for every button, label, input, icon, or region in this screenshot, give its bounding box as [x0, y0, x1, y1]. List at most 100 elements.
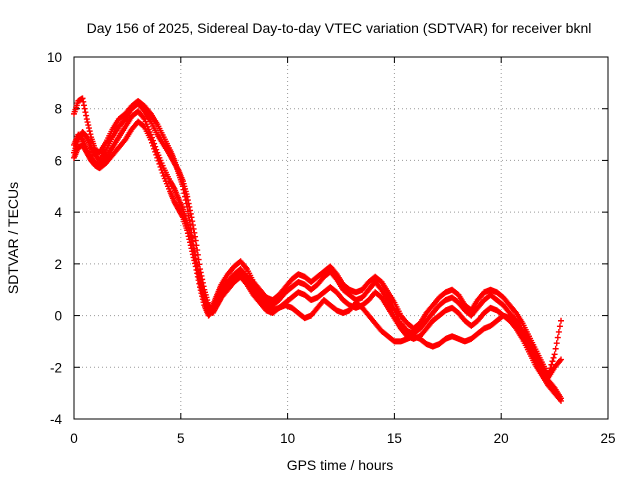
data-point — [558, 317, 565, 324]
data-point — [192, 260, 199, 267]
data-point — [85, 122, 92, 129]
data-point — [189, 218, 196, 225]
data-point — [197, 287, 204, 294]
data-point — [193, 266, 200, 273]
data-point — [184, 230, 191, 237]
data-point — [189, 248, 196, 255]
data-point — [187, 242, 194, 249]
data-point — [153, 151, 160, 158]
data-point — [83, 116, 90, 123]
data-point — [185, 233, 192, 240]
data-point — [140, 122, 147, 129]
data-point — [155, 157, 162, 164]
data-point — [158, 166, 165, 173]
x-tick-label: 0 — [70, 431, 78, 446]
data-point — [186, 216, 193, 223]
data-point — [199, 296, 206, 303]
y-tick-label: 0 — [54, 309, 62, 324]
data-point — [192, 263, 199, 270]
data-point — [156, 160, 163, 167]
data-point — [179, 213, 186, 220]
data-point — [81, 105, 88, 112]
y-axis-ticks: 10 8 6 4 2 0 -2 -4 — [47, 50, 608, 427]
data-point — [512, 308, 519, 315]
y-tick-label: 4 — [54, 205, 62, 220]
data-point — [242, 277, 249, 284]
data-point — [121, 117, 128, 124]
y-tick-label: 10 — [47, 50, 62, 65]
x-axis-label: GPS time / hours — [287, 457, 394, 473]
data-point — [188, 245, 195, 252]
data-point — [80, 98, 87, 105]
x-tick-label: 20 — [494, 431, 509, 446]
data-point — [154, 154, 161, 161]
grid-lines — [74, 57, 608, 419]
x-tick-label: 10 — [280, 431, 295, 446]
series-track-a — [71, 100, 565, 402]
data-point — [200, 299, 207, 306]
data-point — [180, 186, 187, 193]
y-axis-label: SDTVAR / TECUs — [5, 182, 21, 294]
series-track-d — [71, 118, 565, 381]
data-point — [82, 109, 89, 116]
data-point — [182, 193, 189, 200]
data-point — [550, 354, 557, 361]
data-point — [152, 148, 159, 155]
data-point — [196, 280, 203, 287]
data-point — [556, 323, 563, 330]
data-point — [151, 145, 158, 152]
data-point — [187, 239, 194, 246]
data-point — [157, 163, 164, 170]
series-track-b — [71, 108, 565, 404]
data-point — [179, 183, 186, 190]
data-point — [184, 208, 191, 215]
data-point — [85, 125, 92, 132]
data-point — [84, 119, 91, 126]
data-point — [555, 328, 562, 335]
data-point — [184, 203, 191, 210]
data-point — [150, 142, 157, 149]
series-track-c — [71, 95, 565, 379]
data-point — [83, 112, 90, 119]
data-point — [86, 128, 93, 135]
y-tick-label: 2 — [54, 257, 62, 272]
data-point — [558, 397, 565, 404]
data-point — [79, 95, 86, 102]
data-point — [159, 169, 166, 176]
data-point — [552, 345, 559, 352]
plot-frame — [73, 56, 609, 420]
x-tick-label: 25 — [600, 431, 615, 446]
y-tick-label: -4 — [50, 412, 62, 427]
data-point — [121, 138, 128, 145]
data-point — [191, 257, 198, 264]
data-point — [377, 285, 384, 292]
y-tick-label: 6 — [54, 153, 62, 168]
data-point — [551, 351, 558, 358]
data-point — [194, 270, 201, 277]
data-point — [192, 237, 199, 244]
x-axis-ticks: 0 5 10 15 20 25 — [70, 57, 616, 446]
data-point — [553, 340, 560, 347]
data-point — [548, 361, 555, 368]
data-point — [186, 236, 193, 243]
data-point — [242, 264, 249, 271]
data-point — [181, 190, 188, 197]
data-point — [146, 109, 153, 116]
data-point — [182, 197, 189, 204]
data-point — [512, 321, 519, 328]
data-point — [556, 396, 563, 403]
data-point — [198, 290, 205, 297]
data-point — [332, 269, 339, 276]
data-point — [195, 277, 202, 284]
chart-title: Day 156 of 2025, Sidereal Day-to-day VTE… — [87, 20, 592, 36]
data-point — [184, 227, 191, 234]
data-point — [185, 212, 192, 219]
data-point — [170, 184, 177, 191]
data-point — [199, 293, 206, 300]
data-point — [140, 114, 147, 121]
data-point — [148, 139, 155, 146]
y-tick-label: -2 — [50, 360, 62, 375]
data-point — [549, 358, 556, 365]
data-point — [183, 200, 190, 207]
